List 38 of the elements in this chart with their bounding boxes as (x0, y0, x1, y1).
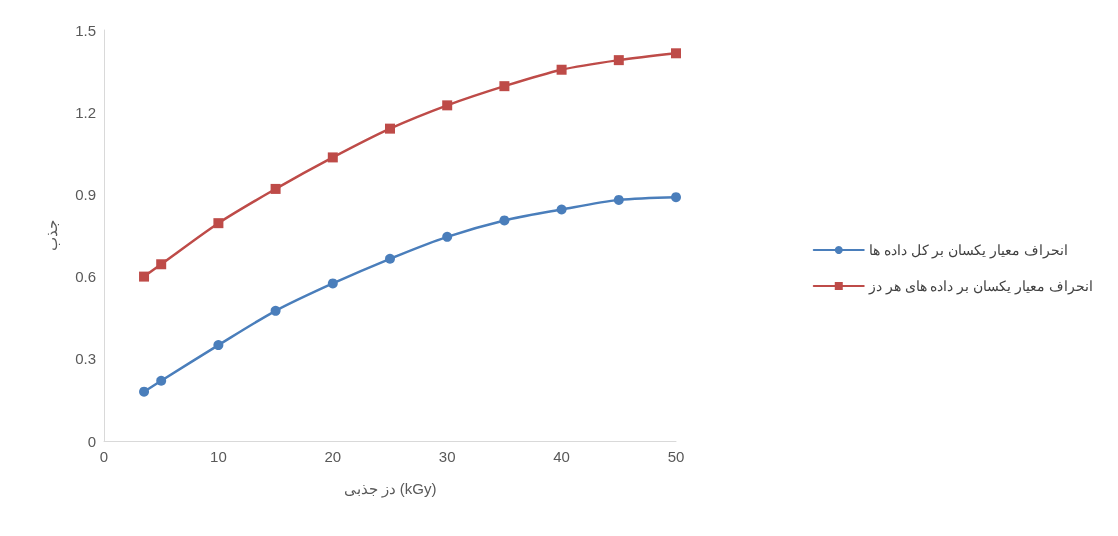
point (556, 204, 567, 215)
point (613, 55, 624, 66)
x-axis-title: دز جذبی (kGy) (343, 480, 437, 498)
y-tick-label: 1.5 (75, 21, 96, 39)
y-tick-label: 0 (87, 432, 96, 450)
point (213, 340, 224, 351)
x-tick-label: 50 (667, 448, 685, 465)
y-tick-label: 0.6 (75, 268, 96, 286)
x-tick-label: 20 (324, 448, 342, 465)
y-axis-title: جذب (43, 220, 60, 251)
point (156, 259, 167, 270)
x-tick-label: 40 (553, 448, 570, 465)
y-tick-label: 1.2 (75, 103, 96, 121)
x-tick-label: 0 (99, 448, 109, 465)
legend-label: انحراف معیار یکسان بر کل داده ها (868, 242, 1069, 259)
point (270, 305, 281, 316)
point (156, 375, 167, 386)
point (556, 64, 567, 75)
point (385, 253, 395, 264)
y-tick-label: 0.3 (75, 350, 96, 368)
point (213, 218, 224, 229)
point (385, 123, 395, 134)
point (139, 386, 150, 397)
point (442, 100, 453, 111)
point (442, 231, 453, 242)
point (671, 48, 681, 59)
point (499, 215, 510, 226)
y-tick-label: 0.9 (75, 185, 96, 203)
point (671, 192, 681, 203)
point (270, 183, 281, 194)
point (613, 194, 624, 205)
legend-label: انحراف معیار یکسان بر داده های هر دز (867, 278, 1094, 295)
point (327, 152, 338, 163)
x-tick-label: 10 (210, 448, 227, 465)
x-tick-label: 30 (438, 448, 456, 465)
point (327, 278, 338, 289)
point (499, 81, 510, 92)
point (139, 271, 150, 282)
